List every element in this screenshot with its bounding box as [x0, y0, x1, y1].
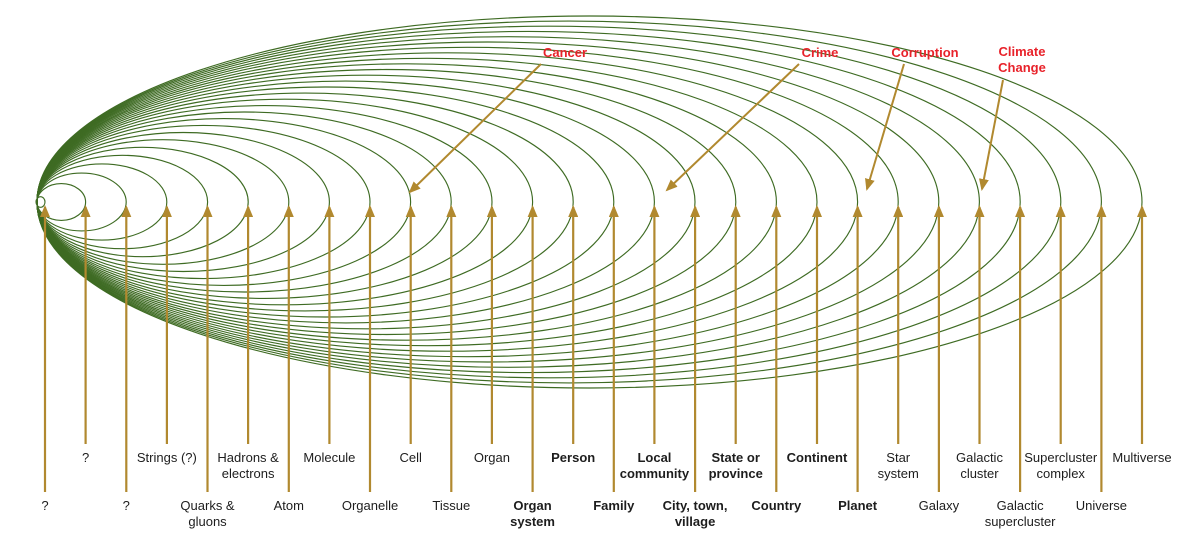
scale-ellipse-question-mark — [36, 183, 87, 221]
scale-ellipse-galactic-cluster — [36, 36, 980, 368]
scale-ellipse-supercluster-complex — [36, 25, 1062, 379]
scale-ellipse-galactic-supercluster — [36, 30, 1021, 374]
scale-ellipse-organ-system — [36, 98, 534, 306]
annotation-arrow-corruption — [865, 63, 905, 191]
scale-ellipse-molecule — [36, 131, 330, 273]
scale-ellipse-universe — [36, 20, 1102, 384]
annotation-arrow-crime — [665, 63, 800, 192]
scale-ellipse-organ — [36, 105, 493, 299]
scale-ellipse-strings — [36, 163, 168, 241]
scale-ellipse-quarks-gluons — [36, 154, 209, 250]
scale-ellipse-atom — [36, 139, 290, 265]
scale-ellipse-organelle — [36, 124, 371, 280]
annotation-arrow-cancer — [408, 63, 542, 194]
scale-ellipse-hadrons-electrons — [36, 146, 249, 258]
annotation-arrow-climate-change — [978, 79, 1004, 191]
scale-ellipse-question-mark — [36, 172, 127, 232]
scale-ellipse-cell — [36, 118, 412, 286]
